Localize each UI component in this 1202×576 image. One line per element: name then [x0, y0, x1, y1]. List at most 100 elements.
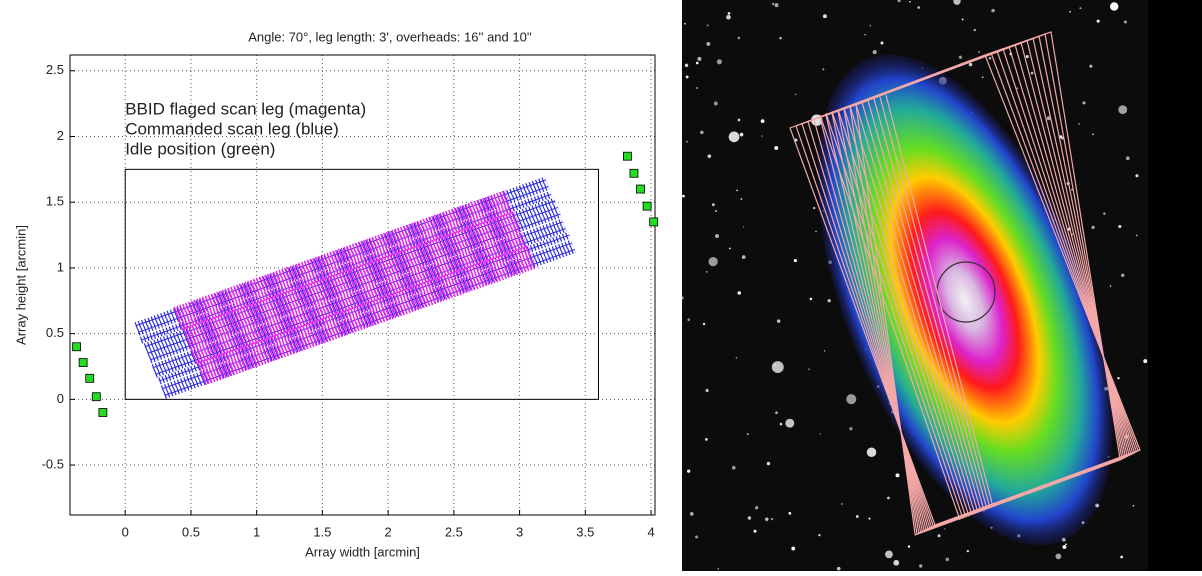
star [793, 259, 797, 263]
star [785, 418, 795, 428]
y-tick-label: 1.5 [46, 194, 64, 209]
star [1121, 273, 1125, 277]
star [771, 361, 784, 374]
star [776, 319, 781, 323]
star [841, 503, 843, 505]
star [774, 3, 779, 8]
star [991, 8, 995, 13]
footprint-leg [861, 102, 982, 512]
annotation: Commanded scan leg (blue) [125, 119, 339, 138]
star [685, 75, 689, 79]
star [728, 131, 740, 143]
star [1091, 225, 1095, 230]
star [779, 422, 783, 426]
star [808, 368, 810, 370]
star [702, 322, 706, 326]
footprint-leg [855, 104, 979, 513]
star [823, 350, 826, 352]
star [682, 194, 685, 198]
star [696, 87, 698, 89]
star [944, 528, 946, 530]
star [788, 511, 792, 515]
y-tick-label: -0.5 [42, 456, 64, 471]
star [1089, 64, 1093, 68]
star [812, 206, 816, 210]
footprint-leg [879, 96, 991, 509]
star [1069, 10, 1071, 13]
star [715, 209, 718, 212]
star [1118, 224, 1122, 229]
star [771, 2, 775, 6]
footprint-leg [837, 109, 970, 517]
star [968, 62, 973, 67]
star [1123, 20, 1127, 24]
star [747, 516, 752, 520]
star [849, 427, 853, 431]
star [937, 534, 941, 538]
footprint-leg [849, 105, 976, 515]
star [1092, 133, 1094, 136]
star [1079, 7, 1082, 10]
star [1109, 285, 1112, 287]
star [753, 529, 757, 533]
star [1143, 359, 1148, 364]
star [766, 461, 771, 466]
footprint-leg [819, 114, 961, 521]
star [1096, 19, 1100, 23]
idle-position [636, 184, 645, 194]
star [855, 515, 859, 518]
star [895, 473, 900, 478]
star [815, 230, 817, 233]
star [791, 546, 796, 551]
star [761, 135, 763, 137]
footprint-leg [825, 113, 964, 519]
star [887, 496, 890, 500]
star [1117, 376, 1120, 380]
star [866, 447, 877, 457]
star [740, 198, 743, 200]
star [846, 394, 857, 405]
star [731, 465, 736, 470]
star [909, 0, 911, 3]
idle-position [91, 392, 101, 402]
star [746, 433, 749, 436]
star [737, 36, 741, 40]
star [1118, 105, 1128, 115]
star [708, 256, 718, 267]
galaxy-intensity-map [817, 54, 1113, 546]
star [717, 568, 720, 570]
star [779, 36, 782, 40]
star [1030, 71, 1034, 75]
star [880, 41, 884, 45]
star [988, 56, 992, 60]
star [1062, 544, 1067, 549]
star [770, 517, 774, 521]
star [695, 61, 699, 65]
star [1078, 123, 1080, 125]
x-tick-label: 1.5 [313, 524, 331, 539]
star [765, 517, 769, 521]
star [1109, 2, 1119, 11]
star [700, 130, 704, 135]
x-tick-label: 2 [385, 524, 392, 539]
star [869, 24, 872, 27]
star [705, 437, 708, 441]
footprint-leg [885, 95, 994, 507]
star [760, 119, 765, 123]
y-tick-label: 2.5 [46, 62, 64, 77]
idle-position [98, 408, 108, 417]
x-tick-label: 1 [253, 524, 260, 539]
footprint-leg [867, 100, 985, 511]
star [687, 318, 691, 322]
star [737, 291, 741, 295]
star [961, 18, 964, 21]
star [1025, 54, 1029, 59]
star [713, 101, 718, 106]
star [755, 506, 759, 510]
star [728, 247, 731, 250]
x-axis-label: Array width [arcmin] [305, 544, 420, 559]
axes-frame [69, 54, 656, 516]
y-tick-label: 2 [57, 128, 64, 143]
star [705, 388, 709, 393]
scan-footprints [789, 31, 1141, 536]
